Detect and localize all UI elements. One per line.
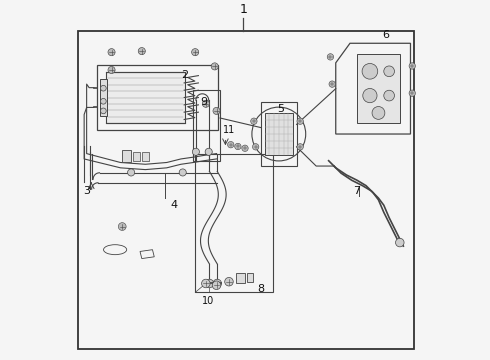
Circle shape: [205, 279, 214, 288]
Circle shape: [362, 63, 378, 79]
Bar: [247, 273, 253, 282]
Text: 1: 1: [239, 3, 247, 15]
Circle shape: [202, 100, 209, 107]
Circle shape: [193, 148, 199, 156]
Circle shape: [205, 148, 212, 156]
Circle shape: [138, 48, 146, 55]
Text: 2: 2: [181, 70, 188, 80]
Bar: [357, 54, 400, 123]
Bar: [122, 150, 131, 162]
Text: 8: 8: [257, 284, 265, 294]
Circle shape: [192, 49, 199, 56]
Circle shape: [242, 145, 248, 152]
Circle shape: [108, 49, 115, 56]
Circle shape: [395, 238, 404, 247]
Text: 3: 3: [83, 186, 90, 196]
Circle shape: [251, 118, 257, 125]
Bar: [100, 79, 106, 116]
Circle shape: [100, 98, 106, 104]
Circle shape: [235, 143, 241, 150]
Circle shape: [409, 63, 416, 69]
Circle shape: [108, 66, 115, 73]
Circle shape: [179, 169, 186, 176]
Circle shape: [363, 89, 377, 103]
Circle shape: [100, 108, 106, 114]
Bar: [133, 152, 140, 161]
Bar: [98, 65, 219, 130]
Circle shape: [118, 222, 126, 230]
Circle shape: [327, 54, 334, 60]
Circle shape: [252, 144, 259, 150]
Circle shape: [225, 278, 233, 286]
Text: 9: 9: [200, 97, 208, 107]
Text: 10: 10: [201, 296, 214, 306]
Bar: [195, 154, 273, 292]
Bar: [78, 31, 414, 349]
Circle shape: [409, 90, 416, 96]
Text: 6: 6: [382, 30, 389, 40]
Text: 5: 5: [277, 104, 284, 114]
Circle shape: [212, 281, 221, 289]
Text: 4: 4: [170, 200, 177, 210]
Circle shape: [329, 81, 335, 87]
Circle shape: [384, 66, 394, 77]
Circle shape: [100, 85, 106, 91]
Text: 11: 11: [223, 126, 235, 135]
Circle shape: [384, 90, 394, 101]
Circle shape: [213, 107, 220, 114]
Circle shape: [227, 141, 234, 148]
Bar: [194, 90, 220, 161]
Bar: [236, 273, 245, 283]
Bar: [142, 152, 149, 161]
Circle shape: [297, 118, 303, 125]
Text: 7: 7: [354, 186, 361, 196]
Circle shape: [372, 107, 385, 120]
Bar: [261, 102, 296, 166]
Bar: [106, 72, 185, 123]
Circle shape: [213, 279, 221, 288]
Bar: [265, 113, 293, 156]
Circle shape: [211, 63, 219, 70]
Circle shape: [297, 144, 303, 150]
Circle shape: [201, 279, 210, 288]
Circle shape: [127, 169, 135, 176]
